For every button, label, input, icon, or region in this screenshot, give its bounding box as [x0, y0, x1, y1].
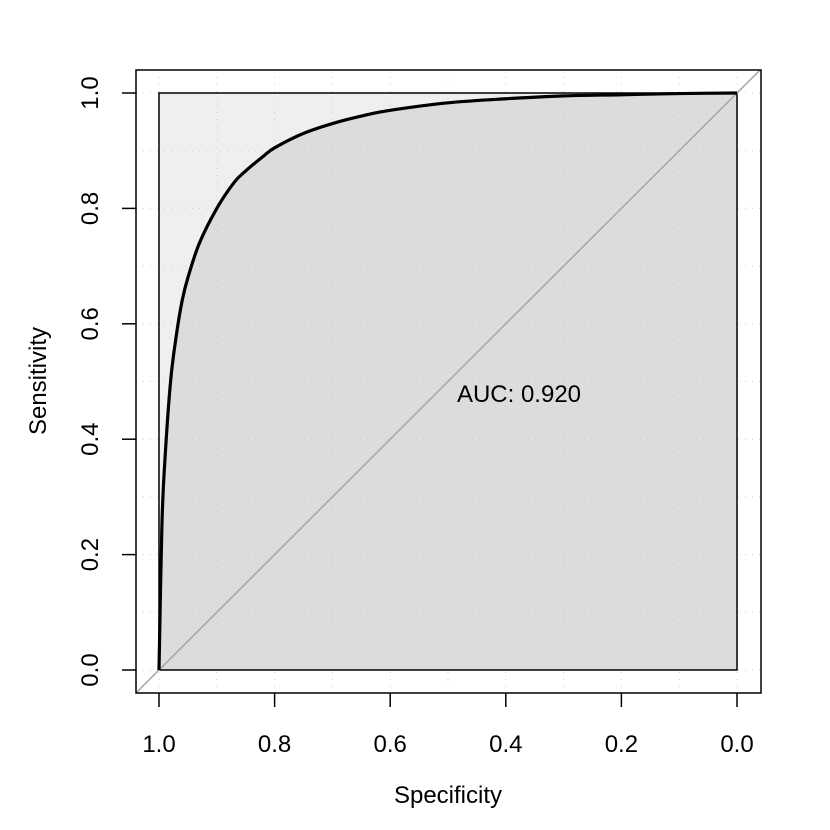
x-tick-label: 0.8 [258, 731, 291, 758]
roc-curve [157, 91, 738, 671]
y-axis-label: Sensitivity [25, 327, 52, 435]
y-tick-label: 0.4 [77, 423, 104, 456]
auc-annotation: AUC: 0.920 [457, 381, 581, 408]
y-tick-label: 0.0 [77, 653, 104, 686]
x-tick-label: 0.0 [720, 731, 753, 758]
y-tick-label: 0.6 [77, 307, 104, 340]
y-axis: 0.0 0.2 0.4 0.6 0.8 1.0 [77, 76, 136, 687]
x-tick-label: 0.2 [605, 731, 638, 758]
x-axis-label: Specificity [394, 782, 502, 809]
x-tick-label: 0.6 [374, 731, 407, 758]
y-tick-label: 1.0 [77, 76, 104, 109]
y-tick-label: 0.2 [77, 538, 104, 571]
x-tick-label: 0.4 [489, 731, 522, 758]
unit-square-border [158, 92, 738, 671]
diagonal-reference-line [136, 70, 761, 693]
x-tick-label: 1.0 [142, 731, 175, 758]
plot-frame [135, 69, 762, 694]
y-tick-label: 0.8 [77, 192, 104, 225]
x-axis: 1.0 0.8 0.6 0.4 0.2 0.0 [142, 693, 754, 758]
